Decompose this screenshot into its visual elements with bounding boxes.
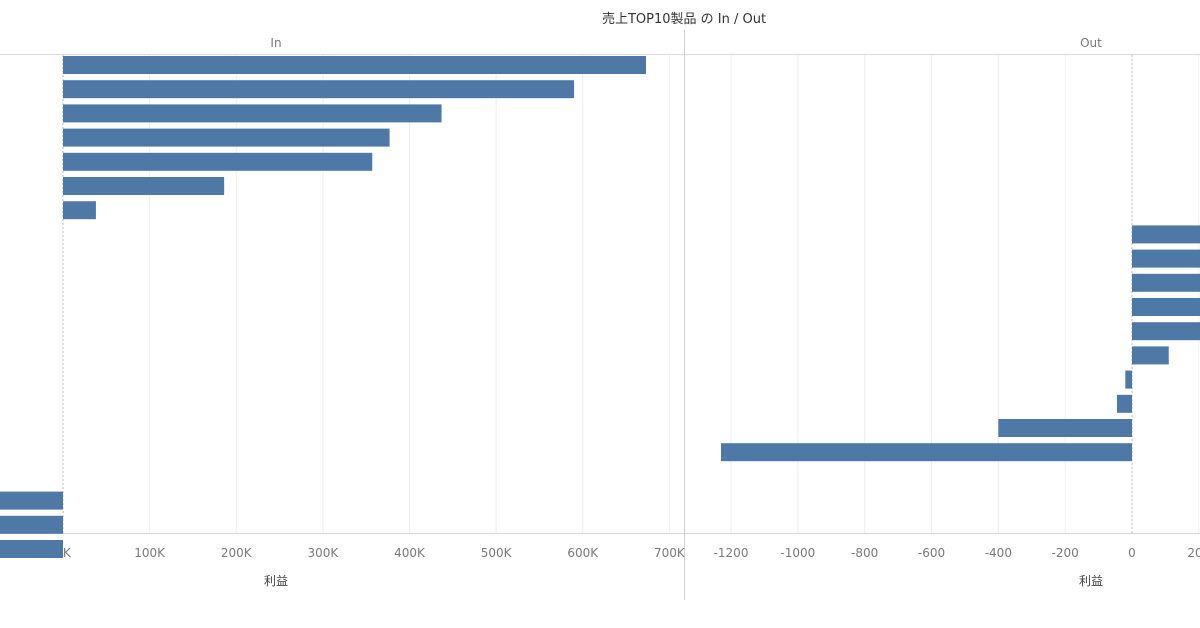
panel-out-tick-label: 0	[1128, 546, 1136, 560]
panel-out-tick-label: -200	[1052, 546, 1079, 560]
panel-out-bar	[721, 443, 1132, 462]
panel-out-bar	[1132, 298, 1200, 316]
chart-title: 売上TOP10製品 の In / Out	[602, 11, 766, 27]
panel-out-bars	[721, 225, 1200, 462]
panel-in-tick-label: 100K	[134, 546, 166, 560]
panel-out-bar	[1125, 370, 1132, 389]
panel-out-bar	[1132, 346, 1169, 365]
panel-in-bar	[0, 491, 64, 510]
panel-out-tick-label: 200	[1187, 546, 1200, 560]
panel-in-tick-label: 200K	[221, 546, 253, 560]
panel-in-bar	[63, 201, 96, 220]
panel-out-header: Out	[1080, 36, 1102, 50]
panel-in-bar	[63, 104, 442, 123]
panel-in-bar	[63, 80, 575, 99]
panel-out-tick-label: -600	[918, 546, 945, 560]
panel-out-bar	[1132, 273, 1200, 292]
panels-layer: In0K100K200K300K400K500K600K700K利益Out-12…	[0, 30, 1200, 600]
panel-in-bar	[63, 177, 225, 195]
panel-in-bar	[0, 540, 64, 558]
panel-in-axis-title: 利益	[264, 574, 288, 588]
panel-out-bar	[1132, 322, 1200, 341]
panel-out-tick-label: -800	[851, 546, 878, 560]
panel-in-header: In	[270, 36, 281, 50]
panel-in-tick-label: 300K	[307, 546, 339, 560]
panel-out-group: Out -1200 -1000 -800 -600 -400 -200 0 200 利益	[714, 36, 1200, 588]
panel-out-tick-label: -400	[985, 546, 1012, 560]
panel-out-tick-label: -1200	[714, 546, 749, 560]
panel-in-tick-label: 700K	[654, 546, 686, 560]
panel-out-tick-label: -1000	[780, 546, 815, 560]
panel-out-bar	[998, 419, 1132, 437]
panel-in-bar	[0, 515, 64, 534]
panel-in-bar	[63, 128, 390, 147]
panel-in-bar	[63, 152, 373, 171]
panel-in-tick-label: 600K	[567, 546, 599, 560]
panel-out-bar	[1132, 225, 1200, 244]
panel-in-tick-label: 500K	[481, 546, 513, 560]
panel-out-bar	[1116, 394, 1132, 413]
panel-in-bar	[63, 56, 646, 74]
panel-in-tick-label: 400K	[394, 546, 426, 560]
panel-out-axis-title: 利益	[1079, 574, 1103, 588]
panel-in-bars	[0, 56, 646, 558]
panel-out-bar	[1132, 249, 1200, 268]
panel-in-group: In0K100K200K300K400K500K600K700K利益	[0, 36, 686, 588]
